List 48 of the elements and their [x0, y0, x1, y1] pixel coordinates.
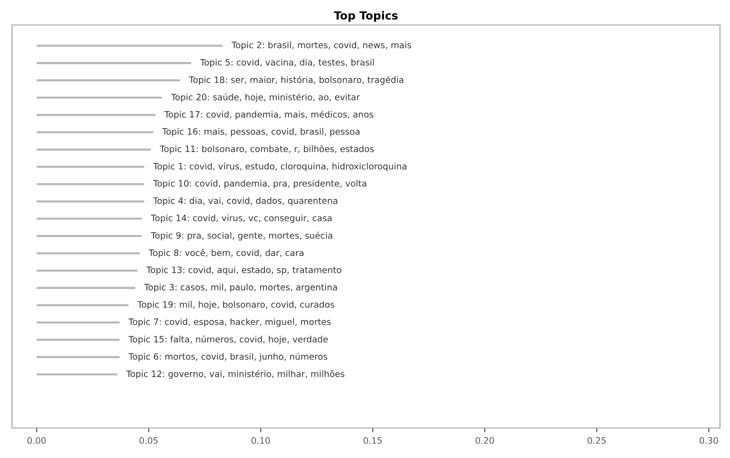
y-tick-label: Topic 17: covid, pandemia, mais, médicos, anos: [164, 110, 374, 120]
y-tick-label: Topic 2: brasil, mortes, covid, news, mais: [232, 42, 412, 50]
bar: [36, 356, 120, 358]
y-tick-label: Topic 10: covid, pandemia, pra, presidente, volta: [153, 180, 366, 188]
bar: [36, 373, 118, 376]
bar: [36, 252, 140, 254]
y-tick-label: Topic 12: governo, vai, ministério, milhar, milhões: [126, 370, 344, 379]
bar: [36, 321, 120, 324]
y-tick-label: Topic 7: covid, esposa, hacker, miguel, mortes: [128, 318, 331, 327]
y-tick-label: Topic 9: pra, social, gente, mortes, suécia: [150, 232, 332, 240]
bar: [36, 114, 156, 116]
y-tick-label: Topic 20: saúde, hoje, ministério, ao, evitar: [171, 93, 360, 102]
y-tick-label: Topic 1: covid, vírus, estudo, cloroquina, hidroxicloroquina: [153, 162, 406, 172]
x-tick-label: 0.00: [27, 437, 46, 444]
y-tick-label: Topic 8: você, bem, covid, dar, cara: [148, 248, 304, 258]
x-tick-label: 0.15: [364, 437, 382, 444]
bar: [36, 148, 151, 151]
y-tick-label: Topic 18: ser, maior, história, bolsonaro, tragédia: [188, 76, 404, 85]
y-tick-label: Topic 16: mais, pessoas, covid, brasil, pessoa: [162, 128, 360, 136]
y-tick-label: Topic 4: dia, vai, covid, dados, quarentena: [153, 197, 338, 206]
bar: [36, 234, 142, 238]
bar: [36, 131, 154, 134]
bar: [36, 44, 223, 47]
bar: [36, 200, 144, 202]
chart-title: Top Topics: [334, 11, 398, 22]
y-tick-label: Topic 15: falta, números, covid, hoje, verdade: [128, 335, 328, 344]
bar: [36, 338, 120, 341]
x-tick-label: 0.20: [476, 437, 494, 444]
y-tick-label: Topic 14: covid, virus, vc, conseguir, casa: [150, 214, 332, 223]
bar: [36, 304, 129, 306]
y-tick-label: Topic 13: covid, aqui, estado, sp, tratamento: [146, 266, 342, 275]
bar: [36, 79, 180, 82]
bar: [36, 286, 136, 289]
y-tick-label: Topic 5: covid, vacina, dia, testes, brasil: [200, 58, 374, 68]
x-tick-label: 0.10: [252, 437, 270, 444]
bar: [36, 218, 142, 220]
x-tick-label: 0.05: [140, 437, 158, 444]
bar: [36, 62, 192, 64]
x-tick-label: 0.30: [700, 437, 718, 444]
y-tick-label: Topic 3: casos, mil, paulo, mortes, argentina: [144, 284, 337, 292]
bar: [36, 166, 144, 168]
y-tick-label: Topic 6: mortos, covid, brasil, junho, números: [128, 352, 328, 362]
x-tick-label: 0.25: [588, 437, 606, 444]
bar: [36, 183, 144, 186]
bar: [36, 270, 138, 272]
bar: [36, 96, 162, 99]
y-tick-label: Topic 19: mil, hoje, bolsonaro, covid, curados: [137, 300, 334, 310]
y-tick-label: Topic 11: bolsonaro, combate, r, bilhões, estados: [160, 145, 374, 154]
